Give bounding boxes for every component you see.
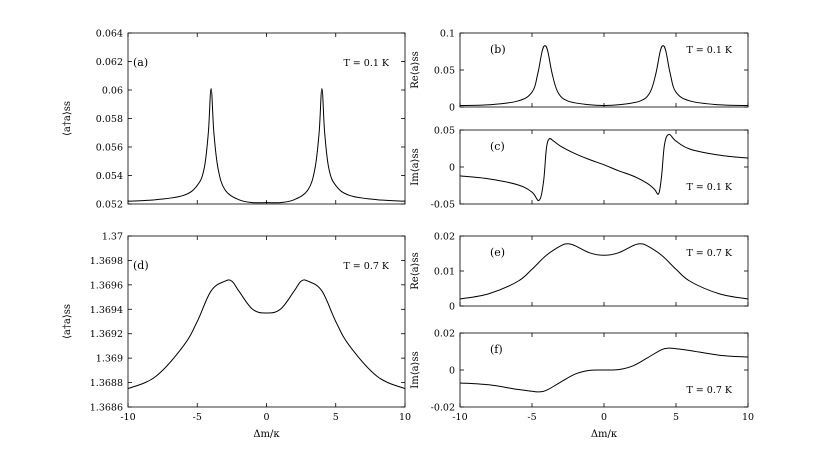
y-tick-label: 1.37 bbox=[102, 232, 123, 243]
series-line bbox=[459, 347, 749, 393]
panel-label: (a) bbox=[133, 56, 148, 69]
y-tick-label: 0.064 bbox=[96, 29, 123, 40]
panel-c: -0.05 0 0.05 (c) T = 0.1 K Im⟨a⟩ss bbox=[410, 126, 749, 211]
x-tick-label: 10 bbox=[399, 412, 411, 423]
x-tick-label: 10 bbox=[742, 412, 754, 423]
temperature-annotation: T = 0.1 K bbox=[686, 182, 732, 193]
series-line bbox=[459, 133, 749, 202]
y-tick-label: 0 bbox=[449, 163, 455, 174]
temperature-annotation: T = 0.7 K bbox=[343, 261, 389, 272]
panel-e: 0 0.01 0.02 (e) T = 0.7 K Re⟨a⟩ss bbox=[410, 232, 749, 313]
temperature-annotation: T = 0.7 K bbox=[686, 248, 732, 259]
y-tick-label: 0.1 bbox=[440, 29, 455, 40]
y-axis-label: Im⟨a⟩ss bbox=[410, 351, 421, 388]
y-axis-label: ⟨a†a⟩ss bbox=[62, 101, 73, 136]
y-axis-label: ⟨a†a⟩ss bbox=[62, 304, 73, 339]
x-tick-label: 0 bbox=[601, 412, 607, 423]
series-line bbox=[127, 88, 406, 204]
panel-label: (e) bbox=[490, 246, 505, 259]
y-tick-label: 1.3694 bbox=[90, 305, 123, 316]
y-tick-label: 0 bbox=[449, 302, 455, 313]
temperature-annotation: T = 0.7 K bbox=[686, 385, 732, 396]
temperature-annotation: T = 0.1 K bbox=[686, 45, 732, 56]
y-tick-label: 0.05 bbox=[434, 66, 455, 77]
x-tick-label: -10 bbox=[120, 412, 135, 423]
x-axis-label: Δm/κ bbox=[591, 429, 618, 440]
y-axis-label: Im⟨a⟩ss bbox=[410, 148, 421, 185]
x-tick-label: 5 bbox=[333, 412, 339, 423]
y-tick-label: 0.058 bbox=[96, 114, 123, 125]
y-axis-label: Re⟨a⟩ss bbox=[410, 51, 421, 88]
panel-label: (c) bbox=[490, 140, 505, 153]
y-tick-label: 0.06 bbox=[102, 86, 123, 97]
y-tick-label: 1.369 bbox=[96, 354, 123, 365]
x-tick-label: -5 bbox=[527, 412, 536, 423]
y-tick-label: 1.3686 bbox=[90, 403, 123, 414]
x-tick-label: 0 bbox=[263, 412, 269, 423]
x-tick-label: 5 bbox=[673, 412, 679, 423]
x-tick-label: -5 bbox=[193, 412, 202, 423]
panel-label: (b) bbox=[490, 43, 506, 56]
y-tick-label: -0.05 bbox=[431, 200, 455, 211]
y-tick-label: 0.054 bbox=[96, 171, 123, 182]
series-line bbox=[127, 279, 406, 390]
panel-label: (d) bbox=[133, 259, 149, 272]
x-axis-label: Δm/κ bbox=[253, 429, 280, 440]
y-tick-label: 0.05 bbox=[434, 126, 455, 137]
y-tick-label: 0.056 bbox=[96, 143, 123, 154]
panel-f: -0.02 0 0.02 -10 -5 0 5 10 (f) T = 0.7 K Im⟨a⟩ss Δm… bbox=[410, 329, 754, 441]
panel-d: 1.3686 1.3688 1.369 1.3692 1.3694 1.3696 1.369… bbox=[62, 232, 411, 441]
y-tick-label: -0.02 bbox=[431, 403, 455, 414]
y-tick-label: 1.3692 bbox=[90, 329, 123, 340]
y-tick-label: 0.02 bbox=[434, 329, 455, 340]
y-tick-label: 0.01 bbox=[434, 267, 455, 278]
y-axis-label: Re⟨a⟩ss bbox=[410, 252, 421, 289]
panel-b: 0 0.05 0.1 (b) T = 0.1 K Re⟨a⟩ss bbox=[410, 29, 749, 114]
y-tick-label: 1.3688 bbox=[90, 378, 123, 389]
y-tick-label: 0.052 bbox=[96, 200, 123, 211]
y-tick-label: 1.3696 bbox=[90, 280, 123, 291]
y-tick-label: 0.02 bbox=[434, 232, 455, 243]
series-line bbox=[459, 45, 749, 107]
y-tick-label: 0 bbox=[449, 103, 455, 114]
panel-label: (f) bbox=[490, 343, 503, 356]
temperature-annotation: T = 0.1 K bbox=[343, 58, 389, 69]
series-line bbox=[459, 243, 749, 300]
y-tick-label: 1.3698 bbox=[90, 256, 123, 267]
x-tick-label: -10 bbox=[452, 412, 467, 423]
panel-a: 0.052 0.054 0.056 0.058 0.06 0.062 0.064 (a) T =… bbox=[62, 29, 406, 211]
y-tick-label: 0 bbox=[449, 366, 455, 377]
y-tick-label: 0.062 bbox=[96, 57, 123, 68]
